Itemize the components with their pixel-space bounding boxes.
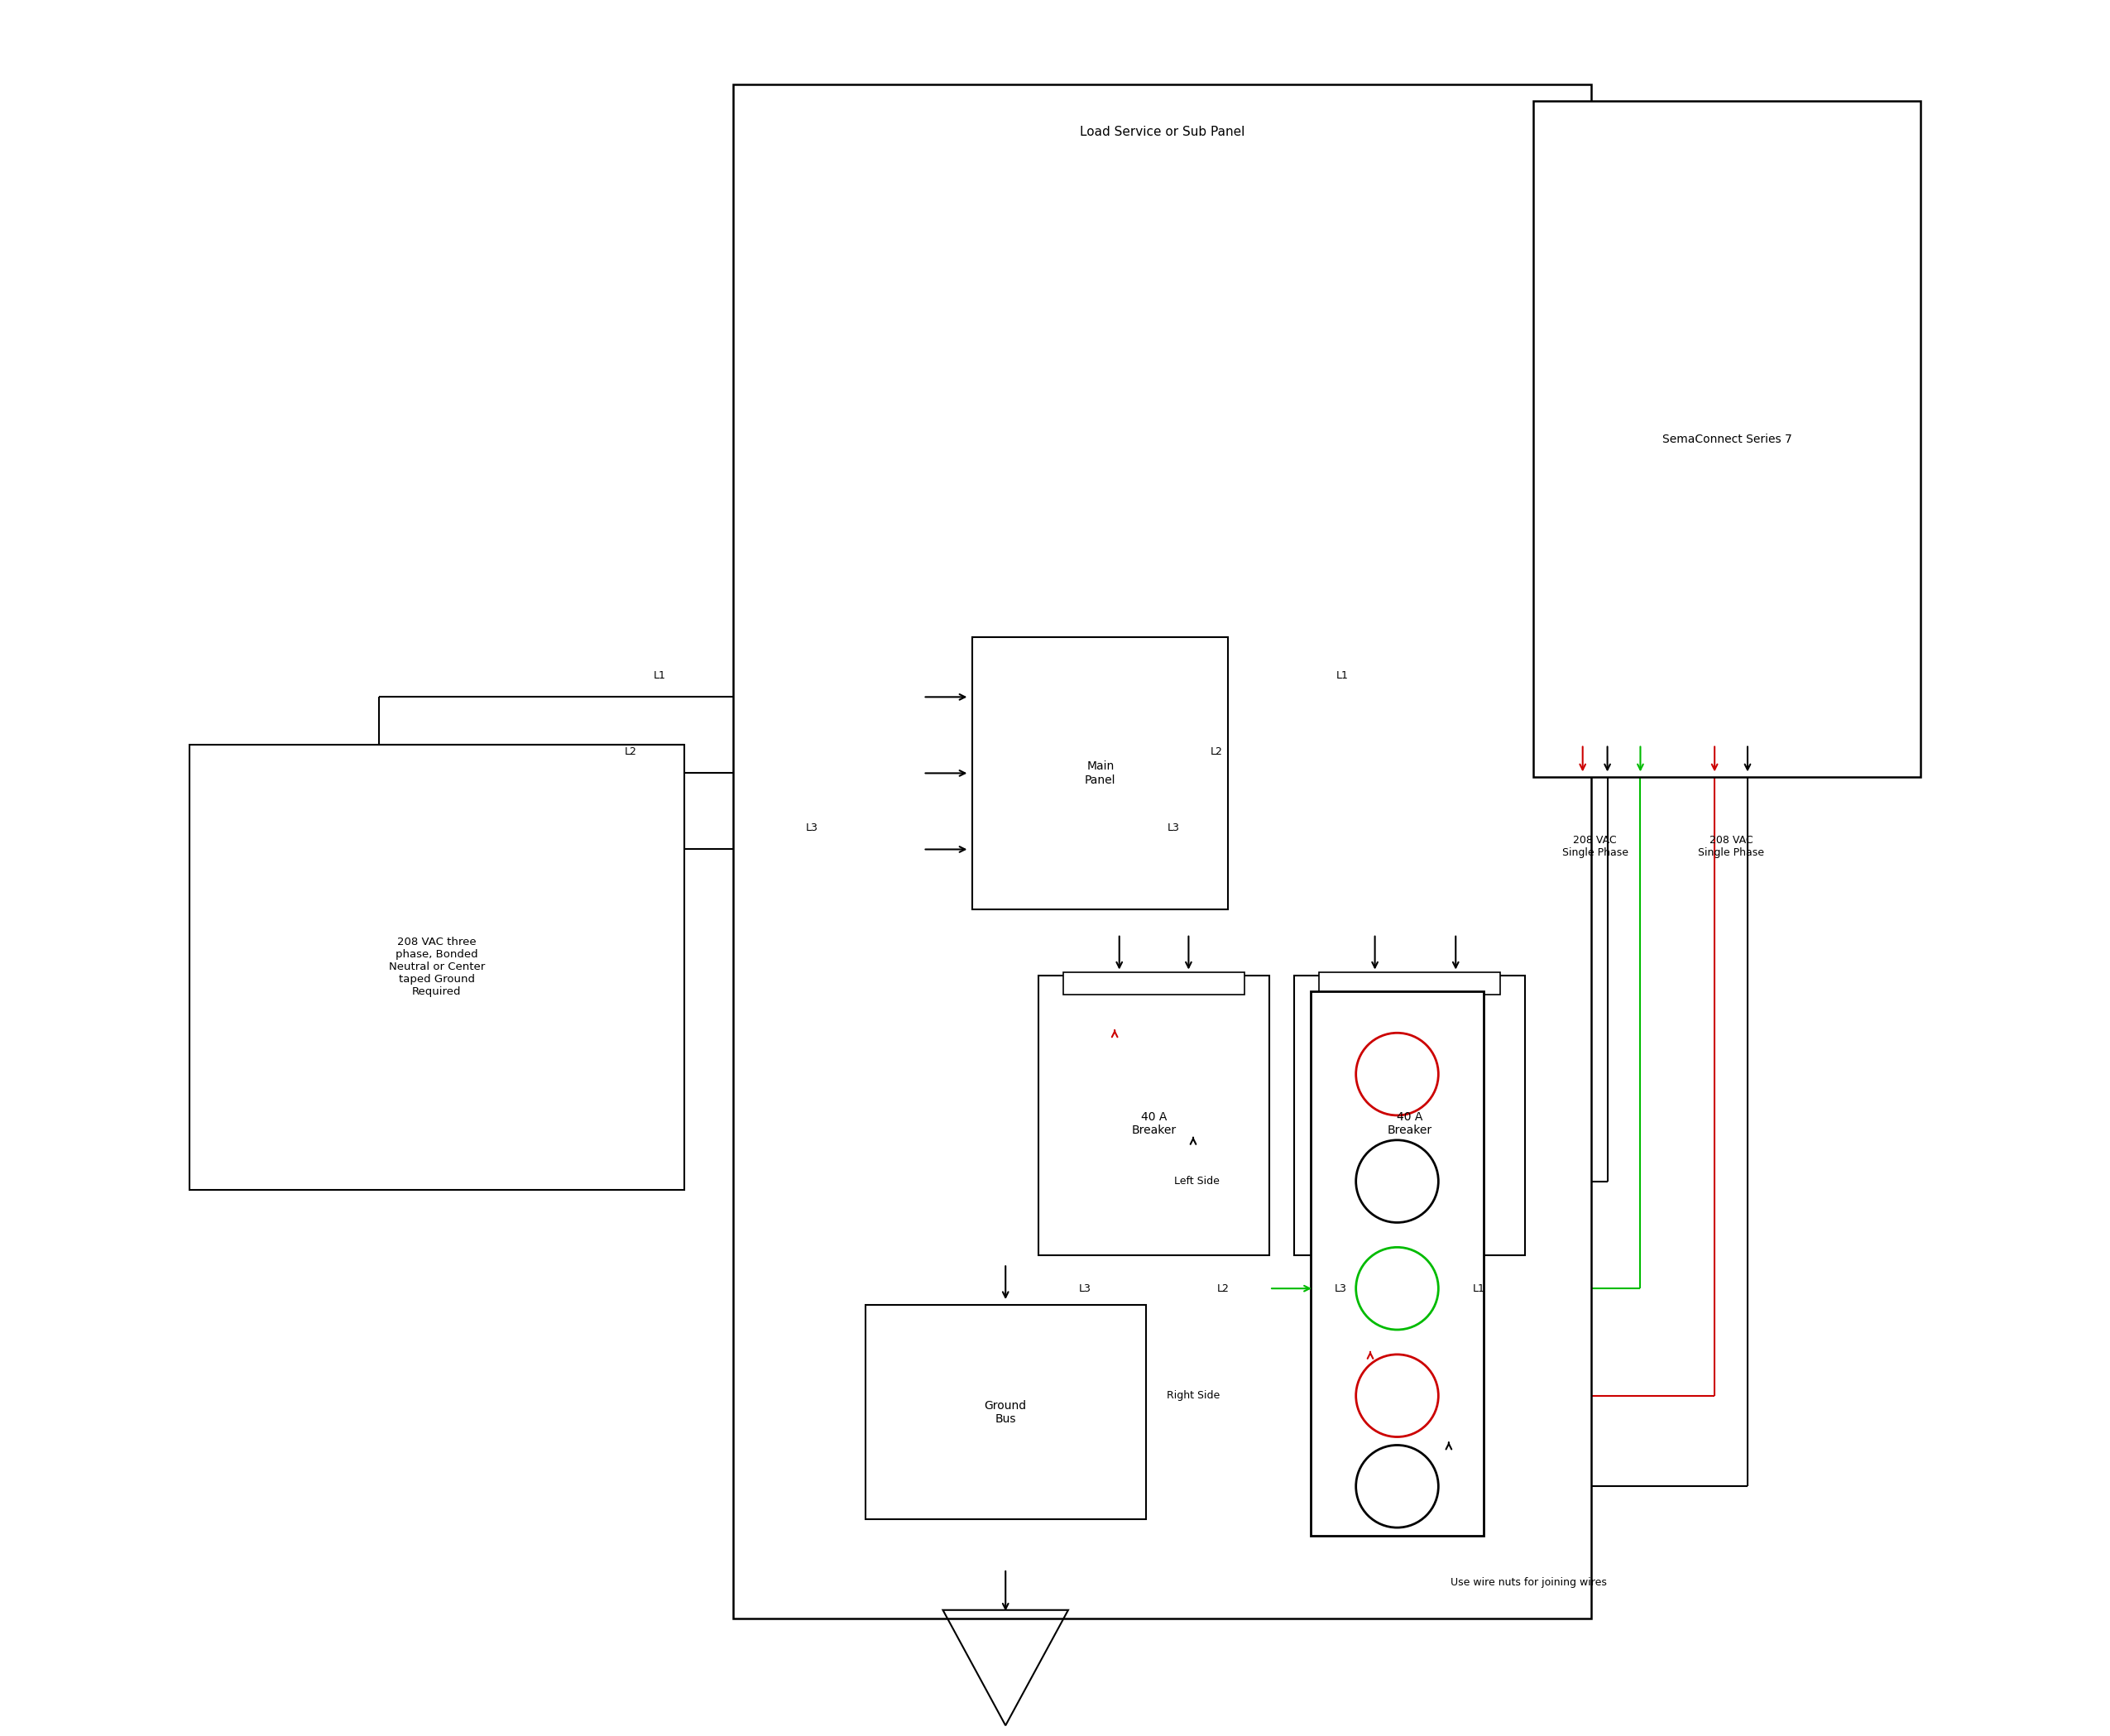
Text: L3: L3 [1167, 823, 1179, 833]
Bar [1063, 972, 1245, 995]
Bar [190, 745, 684, 1189]
Text: Right Side: Right Side [1167, 1391, 1220, 1401]
Text: L2: L2 [625, 746, 637, 757]
Text: L1: L1 [1473, 1283, 1485, 1293]
Circle shape [1357, 1141, 1439, 1222]
Text: L1: L1 [654, 670, 665, 681]
Text: L2: L2 [1211, 746, 1224, 757]
Bar [734, 85, 1591, 1618]
Bar [1534, 101, 1920, 778]
Text: SemaConnect Series 7: SemaConnect Series 7 [1663, 434, 1791, 444]
Text: L1: L1 [1336, 670, 1348, 681]
Text: Load Service or Sub Panel: Load Service or Sub Panel [1080, 127, 1245, 139]
Text: 208 VAC
Single Phase: 208 VAC Single Phase [1561, 835, 1629, 858]
Circle shape [1357, 1444, 1439, 1528]
Bar [973, 637, 1228, 910]
Text: Ground
Bus: Ground Bus [985, 1399, 1028, 1425]
Text: 40 A
Breaker: 40 A Breaker [1131, 1111, 1177, 1135]
Bar [1310, 991, 1483, 1536]
Text: 40 A
Breaker: 40 A Breaker [1386, 1111, 1433, 1135]
Text: Main
Panel: Main Panel [1085, 760, 1116, 786]
Text: L3: L3 [806, 823, 819, 833]
Text: L3: L3 [1334, 1283, 1346, 1293]
Circle shape [1357, 1033, 1439, 1115]
Text: Left Side: Left Side [1175, 1175, 1220, 1187]
Text: L2: L2 [1217, 1283, 1228, 1293]
Bar [1038, 976, 1270, 1255]
Bar [1293, 976, 1526, 1255]
Circle shape [1357, 1354, 1439, 1437]
Text: 208 VAC three
phase, Bonded
Neutral or Center
taped Ground
Required: 208 VAC three phase, Bonded Neutral or C… [388, 937, 485, 996]
Bar [1319, 972, 1500, 995]
Bar [865, 1305, 1146, 1519]
Text: 208 VAC
Single Phase: 208 VAC Single Phase [1699, 835, 1764, 858]
Circle shape [1357, 1246, 1439, 1330]
Text: Use wire nuts for joining wires: Use wire nuts for joining wires [1452, 1576, 1608, 1588]
Text: L3: L3 [1078, 1283, 1091, 1293]
